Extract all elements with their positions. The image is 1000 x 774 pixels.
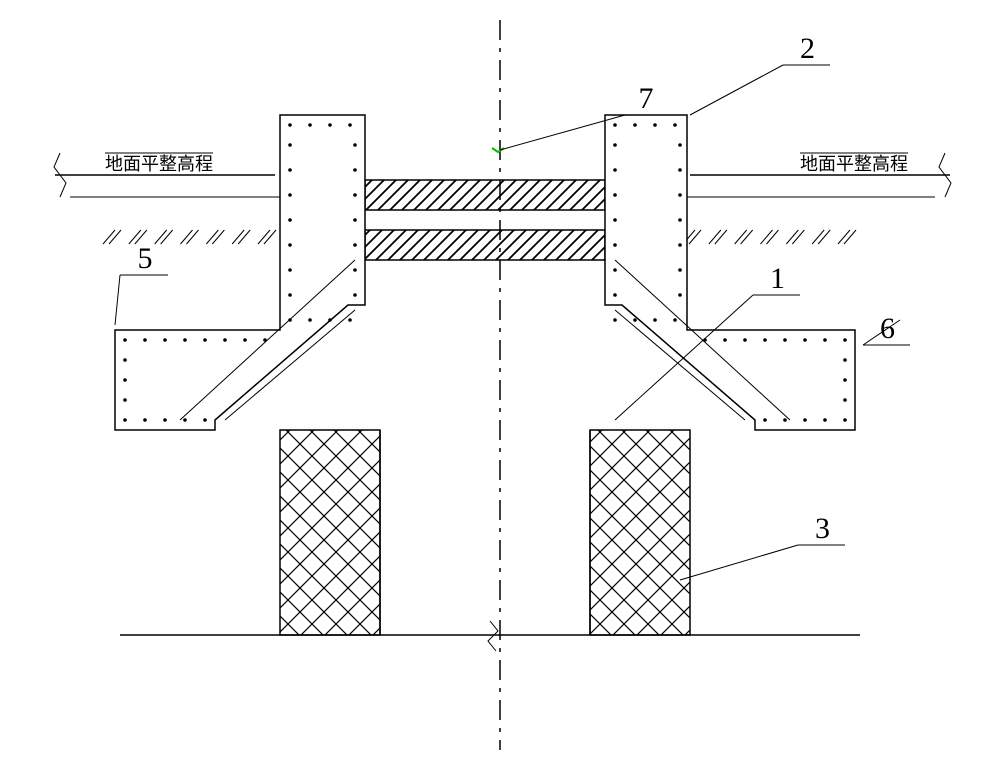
callout-5-leader	[115, 275, 120, 325]
slab-bottom	[365, 230, 605, 260]
callout-3-leader	[680, 545, 798, 580]
slab-top	[365, 180, 605, 210]
callout-7-label: 7	[639, 82, 654, 115]
callout-3-label: 3	[815, 512, 830, 545]
ground-label-right: 地面平整高程	[800, 154, 908, 174]
backfill-left	[280, 430, 380, 635]
callout-5-label: 5	[138, 242, 153, 275]
callout-2-leader	[690, 65, 783, 115]
backfill-right	[590, 430, 690, 635]
callout-1-label: 1	[770, 262, 785, 295]
green-marker	[492, 148, 504, 152]
callout-6-label: 6	[880, 312, 895, 345]
callout-2-label: 2	[800, 32, 815, 65]
engineering-diagram: 地面平整高程 地面平整高程 7 2 1 6 3 5	[0, 0, 1000, 774]
ground-label-left: 地面平整高程	[105, 154, 213, 174]
